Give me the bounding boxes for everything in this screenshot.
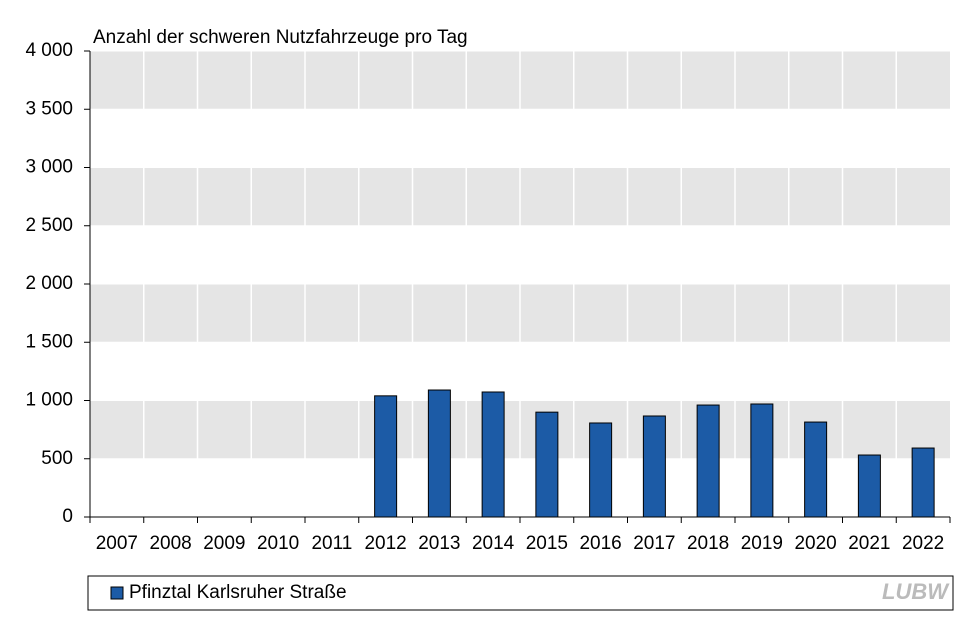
bar	[535, 411, 559, 518]
y-tick-label: 1 500	[25, 331, 73, 352]
bar	[427, 389, 451, 518]
x-tick-label: 2007	[96, 533, 138, 554]
x-tick-label: 2020	[794, 533, 836, 554]
x-tick-label: 2009	[203, 533, 245, 554]
y-tick-label: 2 000	[25, 273, 73, 294]
y-tick-label: 0	[62, 506, 73, 527]
bar	[642, 415, 666, 518]
x-tick-label: 2019	[741, 533, 783, 554]
bar	[804, 421, 828, 518]
x-tick-label: 2017	[633, 533, 675, 554]
legend-label: Pfinztal Karlsruher Straße	[129, 582, 347, 603]
x-tick-label: 2015	[526, 533, 568, 554]
logo: LUBW	[882, 579, 950, 604]
bar	[750, 403, 774, 518]
bar	[911, 447, 935, 518]
x-tick-label: 2021	[848, 533, 890, 554]
x-tick-label: 2011	[311, 533, 352, 554]
x-tick-label: 2013	[418, 533, 460, 554]
y-tick-label: 4 000	[25, 40, 73, 61]
bar	[589, 422, 613, 518]
legend-swatch	[110, 586, 124, 600]
x-tick-label: 2022	[902, 533, 944, 554]
x-tick-label: 2014	[472, 533, 515, 554]
x-tick-label: 2010	[257, 533, 299, 554]
chart-title: Anzahl der schweren Nutzfahrzeuge pro Ta…	[93, 27, 468, 48]
x-tick-label: 2012	[364, 533, 406, 554]
bar	[696, 404, 720, 518]
legend-box	[87, 575, 954, 611]
y-tick-label: 1 000	[25, 390, 73, 411]
y-tick-label: 500	[41, 448, 73, 469]
bar	[857, 454, 881, 518]
x-tick-label: 2008	[149, 533, 191, 554]
y-tick-label: 3 000	[25, 157, 73, 178]
y-tick-label: 2 500	[25, 215, 73, 236]
bar	[374, 395, 398, 518]
y-tick-label: 3 500	[25, 98, 73, 119]
x-tick-label: 2016	[579, 533, 621, 554]
x-tick-label: 2018	[687, 533, 729, 554]
bar	[481, 391, 505, 518]
